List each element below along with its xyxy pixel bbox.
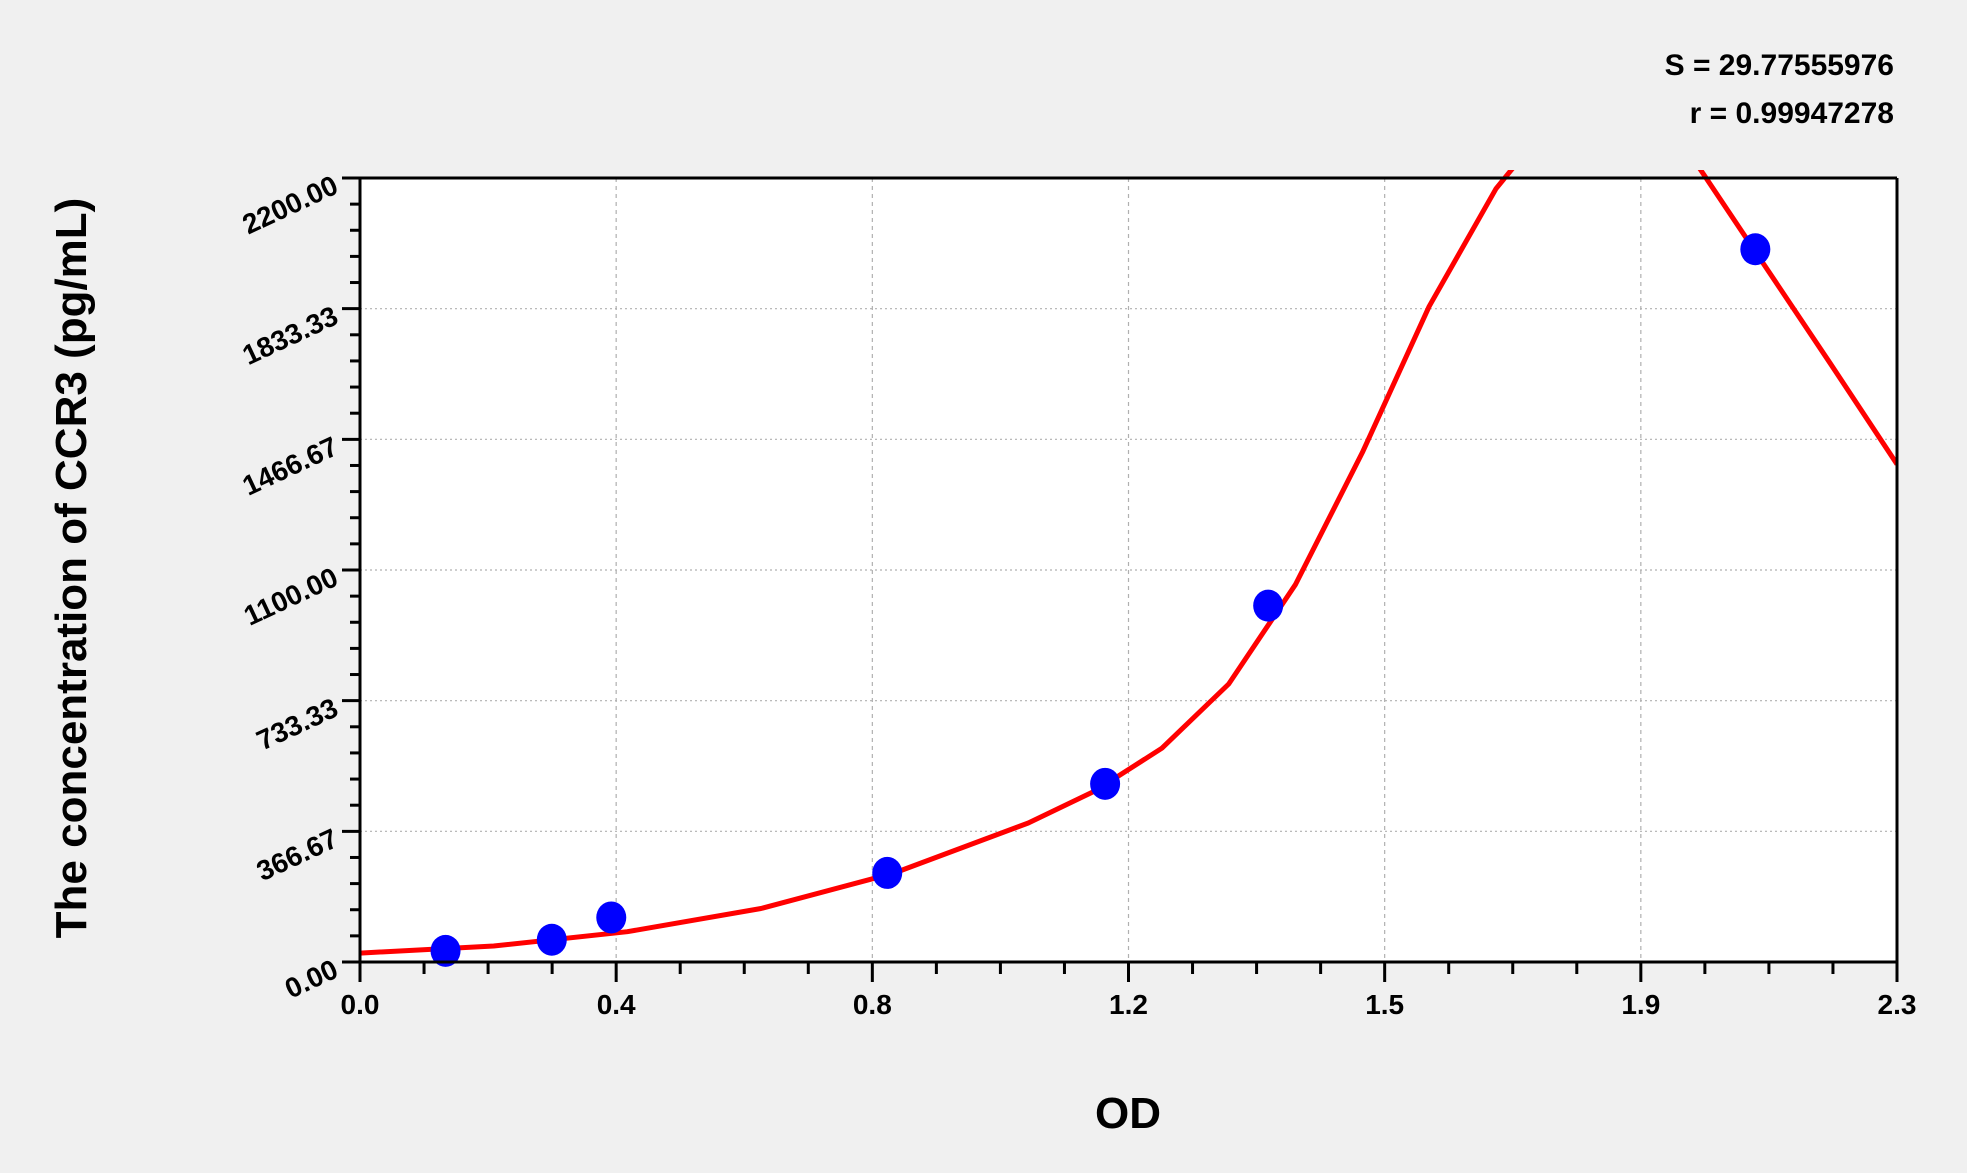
data-point [536,923,567,956]
x-tick-label: 1.9 [1621,989,1660,1020]
x-tick-label: 0.4 [597,989,636,1020]
data-point [596,901,627,934]
y-axis-label: The concentration of CCR3 (pg/mL) [47,198,96,939]
y-tick-label: 0.00 [280,953,342,1004]
y-tick-label: 2200.00 [238,169,343,240]
data-point [1253,589,1284,622]
y-tick-label: 1466.67 [238,431,343,502]
data-point [1740,233,1771,266]
points-layer [430,233,1771,967]
x-tick-label: 1.2 [1109,989,1148,1020]
fit-curve [360,170,1897,956]
data-point [430,934,461,967]
grid [360,178,1897,962]
data-point [872,856,903,889]
x-tick-label: 1.5 [1365,989,1404,1020]
y-tick-label: 366.67 [252,823,343,887]
y-tick-label: 1100.00 [239,561,342,631]
x-tick-label: 0.0 [341,989,380,1020]
x-tick-label: 0.8 [853,989,892,1020]
x-axis-label: OD [1095,1089,1161,1138]
y-tick-label: 1833.33 [238,300,343,371]
annotation-r: r = 0.99947278 [1690,97,1894,130]
fit-curve-layer [360,170,1897,956]
x-tick-label: 2.3 [1878,989,1917,1020]
x-tick-labels: 0.0 0.4 0.8 1.2 1.5 1.9 2.3 [341,989,1917,1020]
annotation-s: S = 29.77555976 [1665,49,1894,82]
data-point [1090,767,1121,800]
y-tick-label: 733.33 [252,692,343,756]
y-tick-labels: 0.00 366.67 733.33 1100.00 1466.67 1833.33 220… [238,169,343,1004]
ticks [342,176,1899,982]
